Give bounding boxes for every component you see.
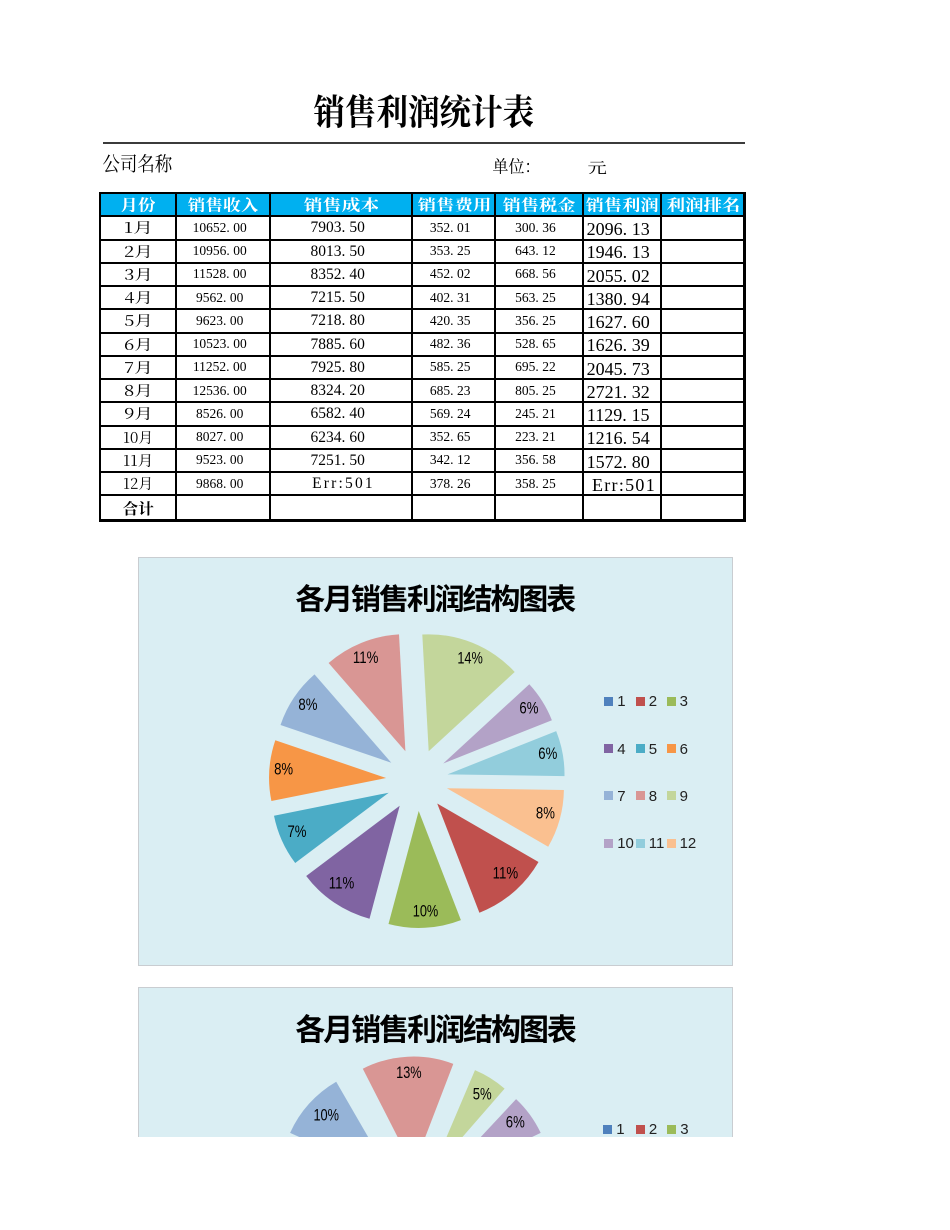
svg-text:6%: 6% bbox=[538, 744, 557, 763]
svg-text:6%: 6% bbox=[519, 699, 538, 718]
svg-text:8%: 8% bbox=[274, 760, 293, 779]
svg-text:6%: 6% bbox=[506, 1113, 525, 1132]
svg-text:7%: 7% bbox=[288, 822, 307, 841]
svg-text:11%: 11% bbox=[493, 864, 519, 883]
svg-text:14%: 14% bbox=[457, 649, 483, 668]
svg-text:8%: 8% bbox=[298, 695, 317, 714]
svg-text:8%: 8% bbox=[536, 804, 555, 823]
svg-text:13%: 13% bbox=[396, 1063, 422, 1082]
svg-text:10%: 10% bbox=[313, 1106, 339, 1125]
svg-text:11%: 11% bbox=[329, 874, 355, 893]
svg-text:10%: 10% bbox=[413, 901, 439, 920]
svg-text:11%: 11% bbox=[353, 648, 379, 667]
svg-text:5%: 5% bbox=[473, 1085, 492, 1104]
